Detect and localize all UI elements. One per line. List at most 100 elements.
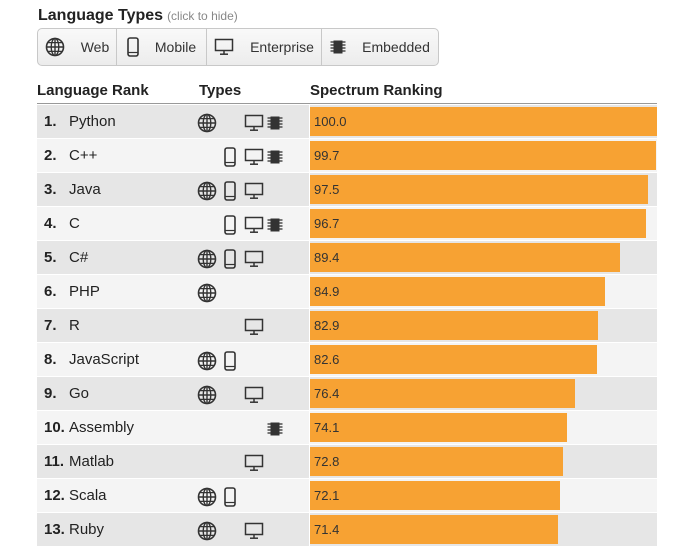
table-row: 13. Ruby 71.4 — [37, 513, 657, 547]
column-header-rank[interactable]: Language Rank — [37, 82, 149, 99]
table-row: 5. C# 89.4 — [37, 241, 657, 275]
ranking-bar — [310, 107, 657, 136]
bar-value-label: 71.4 — [314, 522, 340, 537]
filter-embedded-button[interactable]: Embedded — [322, 29, 438, 65]
bar-track: 84.9 — [310, 275, 657, 308]
rank-number: 10. — [44, 419, 65, 436]
bar-value-label: 82.6 — [314, 352, 340, 367]
globe-icon — [197, 351, 217, 376]
table-row: 6. PHP 84.9 — [37, 275, 657, 309]
chip-icon — [267, 114, 283, 137]
column-header-types[interactable]: Types — [199, 82, 242, 99]
rank-number: 6. — [44, 283, 57, 300]
ranking-bar — [310, 175, 649, 204]
bar-value-label: 100.0 — [314, 114, 347, 129]
language-name: R — [69, 317, 80, 334]
filter-embedded-label: Embedded — [362, 39, 430, 55]
ranking-table: 1. Python 100.0 2. C++ 99.7 3. Java 97.5 4. C 96.7 5… — [37, 105, 657, 547]
ranking-bar — [310, 311, 598, 340]
bar-value-label: 84.9 — [314, 284, 340, 299]
click-to-hide-hint[interactable]: (click to hide) — [167, 9, 238, 23]
rank-number: 7. — [44, 317, 57, 334]
row-label-cell — [37, 105, 309, 138]
row-label-cell — [37, 445, 309, 478]
language-name: Scala — [69, 487, 107, 504]
bar-value-label: 72.1 — [314, 488, 340, 503]
bar-value-label: 97.5 — [314, 182, 340, 197]
chip-icon — [267, 148, 283, 171]
globe-icon — [197, 487, 217, 512]
rank-number: 1. — [44, 113, 57, 130]
language-name: C# — [69, 249, 89, 266]
row-label-cell — [37, 479, 309, 512]
row-label-cell — [37, 377, 309, 410]
language-name: Matlab — [69, 453, 115, 470]
bar-track: 96.7 — [310, 207, 657, 240]
row-label-cell — [37, 207, 309, 240]
bar-track: 99.7 — [310, 139, 657, 172]
bar-value-label: 96.7 — [314, 216, 340, 231]
bar-track: 76.4 — [310, 377, 657, 410]
monitor-icon — [244, 216, 264, 239]
row-label-cell — [37, 139, 309, 172]
bar-track: 72.1 — [310, 479, 657, 512]
ranking-bar — [310, 481, 561, 510]
bar-track: 97.5 — [310, 173, 657, 206]
bar-track: 82.6 — [310, 343, 657, 376]
bar-track: 89.4 — [310, 241, 657, 274]
rank-number: 2. — [44, 147, 57, 164]
globe-icon — [197, 249, 217, 274]
language-name: Java — [69, 181, 101, 198]
phone-icon — [127, 37, 147, 57]
monitor-icon — [244, 250, 264, 273]
ranking-bar — [310, 413, 568, 442]
monitor-icon — [244, 454, 264, 477]
language-name: Assembly — [69, 419, 135, 436]
phone-icon — [224, 215, 236, 240]
bar-value-label: 72.8 — [314, 454, 340, 469]
filter-web-button[interactable]: Web — [38, 29, 117, 65]
ranking-bar — [310, 447, 563, 476]
monitor-icon — [244, 148, 264, 171]
rank-number: 12. — [44, 487, 65, 504]
monitor-icon — [244, 522, 264, 545]
row-label-cell — [37, 275, 309, 308]
table-row: 12. Scala 72.1 — [37, 479, 657, 513]
chip-icon — [330, 38, 354, 56]
ranking-bar — [310, 379, 576, 408]
table-row: 4. C 96.7 — [37, 207, 657, 241]
column-header-spectrum[interactable]: Spectrum Ranking — [310, 82, 443, 99]
row-label-cell — [37, 343, 309, 376]
row-label-cell — [37, 309, 309, 342]
filter-enterprise-button[interactable]: Enterprise — [207, 29, 322, 65]
row-label-cell — [37, 513, 309, 546]
filter-mobile-button[interactable]: Mobile — [117, 29, 207, 65]
ranking-bar — [310, 515, 558, 544]
monitor-icon — [244, 318, 264, 341]
globe-icon — [197, 181, 217, 206]
filter-web-label: Web — [80, 39, 110, 55]
table-row: 11. Matlab 72.8 — [37, 445, 657, 479]
table-row: 10. Assembly 74.1 — [37, 411, 657, 445]
ranking-bar — [310, 209, 646, 238]
language-name: C — [69, 215, 80, 232]
header-divider — [37, 103, 657, 104]
table-row: 7. R 82.9 — [37, 309, 657, 343]
table-row: 3. Java 97.5 — [37, 173, 657, 207]
table-row: 8. JavaScript 82.6 — [37, 343, 657, 377]
globe-icon — [197, 385, 217, 410]
monitor-icon — [244, 182, 264, 205]
filter-mobile-label: Mobile — [154, 39, 197, 55]
language-name: C++ — [69, 147, 98, 164]
bar-track: 82.9 — [310, 309, 657, 342]
bar-value-label: 74.1 — [314, 420, 340, 435]
bar-track: 72.8 — [310, 445, 657, 478]
row-label-cell — [37, 173, 309, 206]
chip-icon — [267, 216, 283, 239]
language-types-heading: Language Types — [38, 7, 164, 24]
language-name: Python — [69, 113, 116, 130]
language-name: JavaScript — [69, 351, 140, 368]
chip-icon — [267, 420, 283, 443]
monitor-icon — [244, 386, 264, 409]
rank-number: 5. — [44, 249, 57, 266]
